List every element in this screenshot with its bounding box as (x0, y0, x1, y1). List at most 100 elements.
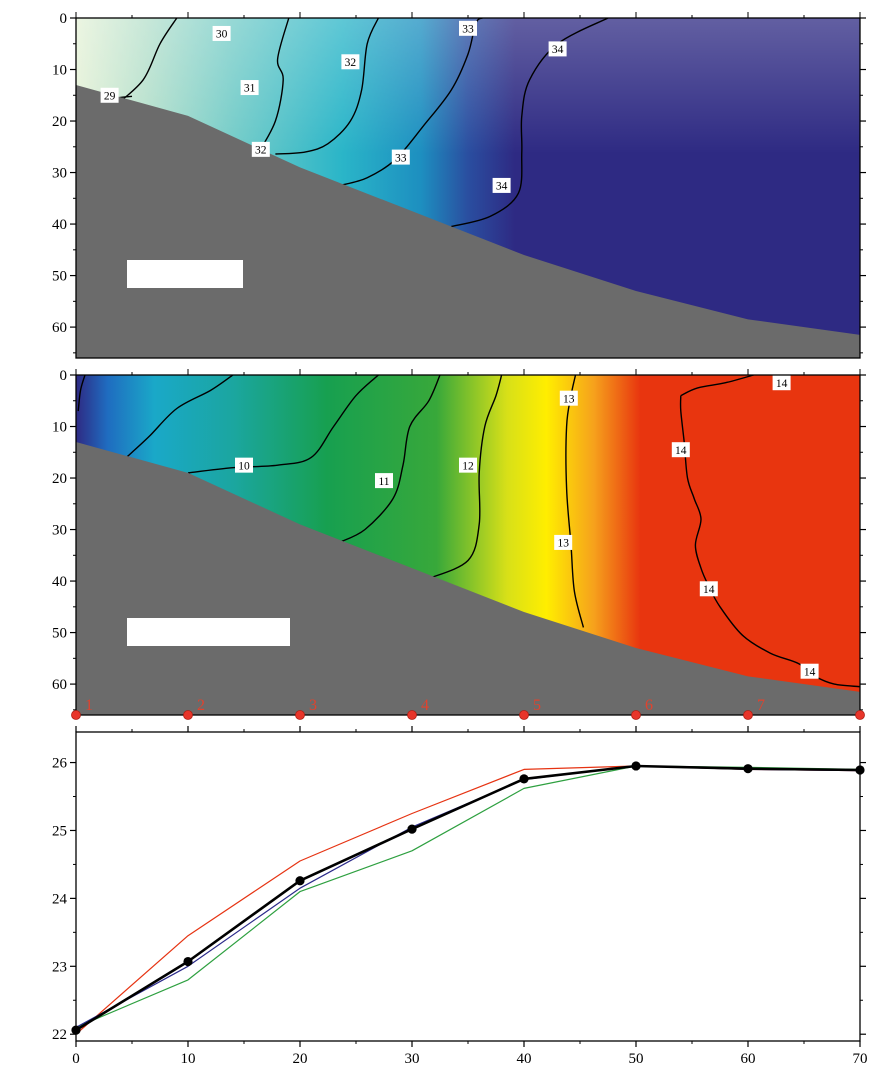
salinity-y-axis: 0 10 20 30 40 50 60 (52, 11, 866, 354)
salinity-panel: 29 30 31 32 32 33 33 34 34 0 10 20 30 40 50 60 (52, 11, 866, 359)
temperature-contour-label: 14 (772, 375, 791, 391)
temperature-contour-12 (428, 375, 503, 580)
salinity-y-tick-label: 60 (52, 320, 67, 336)
station-label: 1 (85, 697, 93, 714)
temperature-contour-label-text: 14 (675, 445, 687, 457)
station-label: 2 (197, 697, 205, 714)
temperature-contour-label-text: 11 (378, 476, 389, 488)
density-series-line-1 (75, 765, 861, 1035)
density-y-tick-label: 26 (52, 756, 68, 772)
temperature-y-tick-label: 50 (52, 626, 67, 642)
station-3: 3 (295, 697, 317, 720)
salinity-contour-label: 33 (391, 149, 410, 165)
salinity-contour-label: 33 (459, 20, 477, 36)
salinity-y-tick-label: 40 (52, 217, 67, 233)
density-point (407, 824, 417, 834)
temperature-contour-label-text: 14 (776, 378, 788, 390)
station-2: 2 (183, 697, 205, 720)
temperature-contour-label: 13 (554, 534, 573, 550)
station-label: 3 (309, 697, 317, 714)
density-series-line-4 (75, 764, 861, 1032)
density-y-axis: 22 23 24 25 26 (52, 756, 866, 1043)
salinity-contour-label: 29 (100, 87, 119, 103)
density-point (183, 956, 193, 967)
density-point (631, 761, 641, 771)
density-point (855, 765, 865, 775)
density-point (743, 764, 753, 774)
temperature-contour-10 (125, 375, 234, 458)
station-8: 8 (855, 710, 865, 720)
temperature-y-tick-label: 30 (52, 523, 67, 539)
temperature-contours (77, 375, 860, 688)
station-label: 6 (645, 697, 653, 714)
salinity-contour-31 (256, 18, 290, 155)
salinity-y-tick-label: 50 (52, 269, 67, 285)
salinity-contour-labels: 29 30 31 32 32 33 33 34 34 (100, 20, 567, 193)
salinity-contour-label-text: 33 (462, 24, 474, 36)
salinity-contour-label: 31 (240, 80, 259, 96)
density-panel: 22 23 24 25 26 0 10 20 30 40 50 60 70 (52, 726, 868, 1067)
salinity-panel-label (127, 260, 243, 288)
salinity-contour-label: 32 (251, 141, 270, 157)
station-dot (295, 710, 305, 720)
station-7: 7 (743, 697, 765, 720)
station-label: 7 (757, 697, 765, 714)
salinity-bathymetry (76, 84, 860, 358)
density-y-tick-label: 23 (52, 959, 67, 975)
station-label: 4 (421, 697, 429, 714)
density-x-tick-label: 10 (181, 1051, 196, 1067)
density-point (71, 1025, 81, 1035)
temperature-contour-14 (680, 375, 754, 397)
station-dot (519, 710, 529, 720)
salinity-contour-label-text: 30 (216, 29, 228, 41)
station-dot (407, 710, 417, 720)
salinity-y-tick-label: 10 (52, 63, 67, 79)
temperature-contour-11 (338, 375, 441, 544)
temperature-contour-label-text: 14 (703, 584, 715, 596)
temperature-contour-labels: 10 11 12 13 13 14 14 14 14 (235, 375, 819, 679)
temperature-contour-label-text: 13 (557, 538, 569, 550)
temperature-panel-label (127, 618, 290, 646)
salinity-contour-label-text: 32 (255, 145, 267, 157)
salinity-contour-label: 34 (548, 41, 567, 57)
salinity-contour-label: 32 (341, 54, 360, 70)
salinity-contour-label: 30 (212, 25, 231, 41)
temperature-contour-label: 14 (671, 442, 690, 458)
station-dot (855, 710, 865, 720)
station-dot (183, 710, 193, 720)
density-y-tick-label: 25 (52, 823, 67, 839)
station-5: 5 (519, 697, 541, 720)
temperature-contour-label: 11 (375, 473, 393, 489)
density-y-tick-label: 22 (52, 1027, 67, 1043)
temperature-contour-label-text: 10 (238, 460, 250, 472)
salinity-contour-30 (114, 18, 178, 107)
temperature-y-tick-label: 20 (52, 471, 67, 487)
temperature-contour-label-text: 13 (563, 393, 575, 405)
temperature-contour-label: 14 (699, 581, 718, 597)
salinity-contour-label: 34 (492, 177, 511, 193)
salinity-contour-label-text: 34 (552, 44, 564, 56)
station-label: 5 (533, 697, 541, 714)
temperature-y-axis: 0 10 20 30 40 50 60 (52, 368, 866, 711)
station-dot (631, 710, 641, 720)
temperature-bathymetry (76, 441, 860, 715)
temperature-y-tick-label: 10 (52, 420, 67, 436)
temperature-y-tick-label: 40 (52, 574, 67, 590)
temperature-contour-label: 14 (800, 663, 819, 679)
station-1: 1 (71, 697, 93, 720)
density-series (71, 761, 865, 1035)
density-x-tick-label: 50 (629, 1051, 644, 1067)
density-x-tick-label: 20 (293, 1051, 308, 1067)
density-x-tick-label: 30 (405, 1051, 420, 1067)
temperature-contour-9 (77, 375, 86, 412)
salinity-contour-label-text: 33 (395, 152, 407, 164)
salinity-contour-label-text: 32 (345, 57, 357, 69)
station-dot (71, 710, 81, 720)
temperature-contour-label: 12 (459, 457, 477, 473)
salinity-contour-label-text: 34 (496, 181, 508, 193)
salinity-y-tick-label: 30 (52, 166, 67, 182)
salinity-contour-label-text: 29 (104, 90, 116, 102)
temperature-y-tick-label: 60 (52, 677, 67, 693)
